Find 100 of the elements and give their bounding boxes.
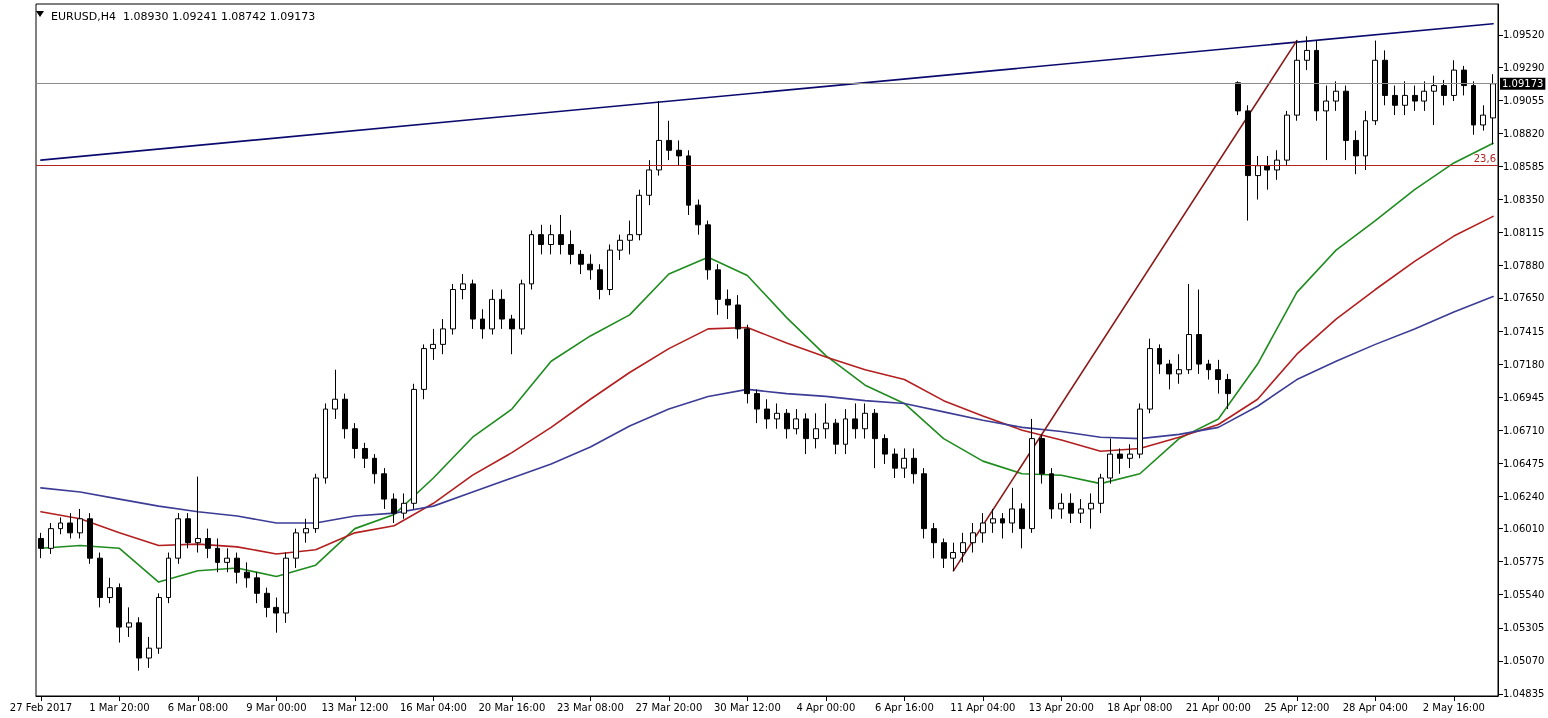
x-tick-label: 30 Mar 12:00 xyxy=(713,701,781,713)
candlestick xyxy=(960,532,966,563)
candlestick xyxy=(450,283,456,336)
x-tick-label: 27 Mar 20:00 xyxy=(635,701,703,713)
candlestick xyxy=(48,522,54,555)
candlestick xyxy=(224,547,230,573)
candlestick xyxy=(725,289,731,320)
candlestick xyxy=(1117,447,1123,475)
text: EURUSD,H4 1.08930 1.09241 1.08742 1.09173 xyxy=(51,10,316,23)
candlestick xyxy=(1000,512,1005,539)
candlestick xyxy=(1107,438,1113,485)
candlestick xyxy=(1412,85,1418,112)
candlestick xyxy=(1206,359,1211,381)
y-tick-label: 1.06240 xyxy=(1503,490,1545,502)
candlestick xyxy=(185,512,191,549)
candlestick xyxy=(126,606,132,638)
candlestick xyxy=(833,418,839,455)
y-tick-label: 1.09520 xyxy=(1503,29,1545,41)
candlestick xyxy=(352,422,358,459)
candlestick xyxy=(215,537,220,573)
candlestick xyxy=(273,597,279,634)
candlestick xyxy=(293,528,299,569)
candlestick xyxy=(548,224,554,255)
y-tick-label: 1.08820 xyxy=(1503,127,1545,139)
candlestick xyxy=(1431,75,1437,126)
candlestick xyxy=(538,224,544,255)
x-tick-label: 6 Mar 08:00 xyxy=(167,701,229,713)
candlestick xyxy=(1471,80,1476,136)
candlestick xyxy=(990,508,996,534)
candlestick xyxy=(1264,155,1270,191)
candlestick xyxy=(1176,353,1182,385)
candlestick xyxy=(735,294,741,340)
candlestick xyxy=(1372,40,1378,126)
y-tick-label: 1.05070 xyxy=(1503,655,1545,667)
candlestick xyxy=(1166,359,1172,390)
candlestick xyxy=(205,528,211,559)
candlestick xyxy=(1451,59,1457,102)
candlestick xyxy=(430,328,436,361)
candlestick xyxy=(489,289,495,336)
candlestick xyxy=(597,263,603,300)
candlestick xyxy=(695,199,701,236)
candlestick xyxy=(509,314,515,355)
candlestick xyxy=(1294,40,1300,122)
candlestick xyxy=(1461,65,1467,96)
x-tick-label: 18 Apr 08:00 xyxy=(1107,701,1173,713)
candlestick xyxy=(931,522,937,559)
candlestick xyxy=(460,273,466,300)
x-tick-label: 1 Mar 20:00 xyxy=(89,701,150,713)
x-tick-label: 11 Apr 04:00 xyxy=(950,701,1016,713)
candlestick xyxy=(852,402,858,440)
candlestick xyxy=(911,447,917,485)
candlestick xyxy=(391,492,397,524)
y-tick-label: 1.04835 xyxy=(1503,688,1545,700)
candlestick xyxy=(175,512,181,565)
candlestick xyxy=(558,214,564,255)
candlestick xyxy=(1382,49,1388,106)
x-tick-label: 4 Apr 00:00 xyxy=(796,701,856,713)
y-tick-label: 1.07880 xyxy=(1503,260,1545,272)
candlestick xyxy=(744,324,750,404)
candlestick xyxy=(823,402,829,440)
candlestick xyxy=(901,447,907,479)
y-tick-label: 1.06945 xyxy=(1503,391,1545,403)
candlestick xyxy=(1029,418,1035,534)
candlestick xyxy=(1019,502,1025,549)
x-tick-label: 23 Mar 08:00 xyxy=(556,701,624,713)
candlestick xyxy=(264,587,270,618)
candlestick xyxy=(950,542,956,572)
candlestick xyxy=(803,412,809,455)
candlestick xyxy=(116,582,122,644)
y-tick-label: 1.06475 xyxy=(1503,457,1545,469)
line-series xyxy=(40,215,1494,555)
candlestick xyxy=(1196,289,1202,375)
candlestick xyxy=(1068,492,1074,524)
y-tick-label: 1.08585 xyxy=(1503,160,1545,172)
x-tick-label: 27 Feb 2017 xyxy=(9,701,73,713)
candlestick xyxy=(421,343,427,400)
y-tick-label: 1.05305 xyxy=(1503,622,1545,634)
y-tick-label: 1.06010 xyxy=(1503,523,1545,535)
candlestick xyxy=(627,220,633,255)
x-tick-label: 21 Apr 00:00 xyxy=(1185,701,1251,713)
y-tick-label: 1.07180 xyxy=(1503,358,1545,370)
candlestick xyxy=(764,398,770,430)
candlestick xyxy=(166,552,171,604)
x-tick-label: 13 Apr 20:00 xyxy=(1028,701,1094,713)
candlestick xyxy=(656,100,662,177)
candlestick xyxy=(1363,110,1368,171)
candlestick xyxy=(774,402,780,430)
candlestick xyxy=(136,616,142,672)
candlestick xyxy=(1009,487,1015,534)
candlestick xyxy=(1245,104,1251,222)
candlestick xyxy=(1284,110,1290,167)
candlestick xyxy=(234,552,240,584)
y-tick-label: 1.06710 xyxy=(1503,424,1545,436)
y-tick-label: 1.07650 xyxy=(1503,292,1545,304)
candlestick xyxy=(1157,343,1162,375)
candlestick xyxy=(754,388,760,424)
candlestick xyxy=(872,408,878,469)
candlestick xyxy=(332,369,338,420)
candlestick xyxy=(715,263,721,316)
y-tick-label: 1.09290 xyxy=(1503,61,1545,73)
